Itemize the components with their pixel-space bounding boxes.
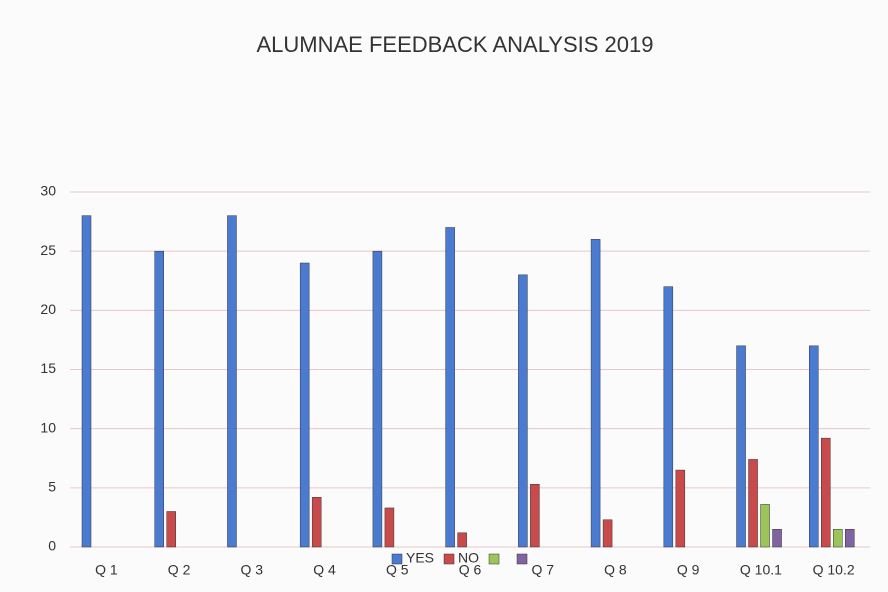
bar bbox=[675, 469, 686, 548]
legend-swatch bbox=[443, 553, 455, 565]
bar bbox=[457, 532, 467, 548]
bar bbox=[736, 345, 746, 548]
legend-label: YES bbox=[406, 550, 434, 566]
x-tick-label: Q 5 bbox=[386, 562, 409, 578]
x-tick-label: Q 4 bbox=[313, 562, 336, 578]
bar bbox=[833, 529, 843, 548]
bar bbox=[760, 504, 770, 548]
y-tick-label: 10 bbox=[40, 419, 56, 435]
legend-label: NO bbox=[458, 550, 479, 566]
x-tick-label: Q 10.1 bbox=[740, 562, 782, 578]
y-tick-label: 5 bbox=[48, 479, 56, 495]
bar bbox=[518, 274, 528, 548]
legend-swatch bbox=[391, 553, 403, 565]
y-tick-label: 20 bbox=[40, 301, 56, 317]
y-tick-label: 15 bbox=[40, 360, 56, 376]
x-tick-label: Q 8 bbox=[604, 562, 627, 578]
bar bbox=[530, 484, 540, 548]
x-tick-label: Q 6 bbox=[459, 562, 482, 578]
bar bbox=[809, 345, 819, 548]
y-tick-label: 30 bbox=[40, 183, 56, 199]
bar bbox=[384, 507, 395, 548]
legend-swatch bbox=[488, 553, 500, 565]
x-tick-label: Q 2 bbox=[168, 562, 191, 578]
bar bbox=[845, 529, 855, 548]
legend-swatch bbox=[516, 553, 528, 565]
bar bbox=[81, 215, 92, 548]
bar bbox=[311, 497, 322, 548]
bar bbox=[445, 227, 455, 548]
bar bbox=[772, 529, 782, 548]
x-tick-label: Q 7 bbox=[531, 562, 554, 578]
bar bbox=[372, 250, 383, 548]
x-tick-label: Q 9 bbox=[677, 562, 700, 578]
x-tick-label: Q 1 bbox=[95, 562, 118, 578]
bar bbox=[299, 262, 310, 548]
bar bbox=[748, 459, 758, 548]
bar bbox=[166, 511, 176, 548]
y-tick-label: 0 bbox=[48, 538, 56, 554]
x-tick-label: Q 10.2 bbox=[813, 562, 855, 578]
bar bbox=[663, 286, 674, 548]
bar bbox=[602, 519, 613, 548]
bar bbox=[227, 215, 237, 548]
x-tick-label: Q 3 bbox=[241, 562, 264, 578]
bar bbox=[154, 250, 164, 548]
y-tick-label: 25 bbox=[40, 242, 56, 258]
chart-title: ALUMNAE FEEDBACK ANALYSIS 2019 bbox=[257, 32, 654, 57]
bar bbox=[590, 239, 601, 548]
bar bbox=[821, 437, 831, 548]
